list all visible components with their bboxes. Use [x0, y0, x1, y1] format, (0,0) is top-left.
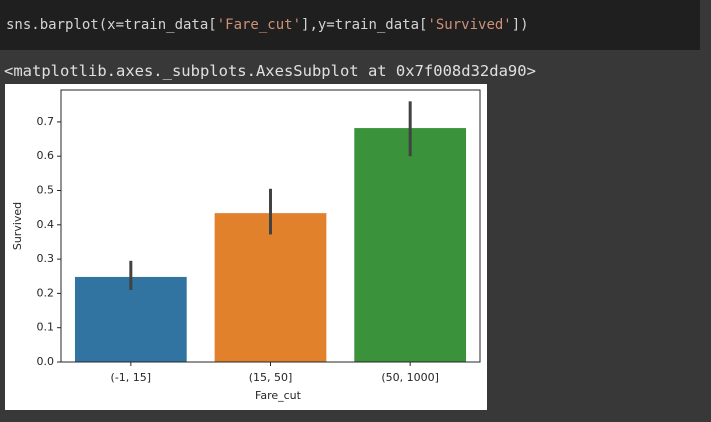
y-tick-label: 0.2	[37, 286, 55, 299]
y-tick-label: 0.3	[37, 252, 55, 265]
output-text: <matplotlib.axes._subplots.AxesSubplot a…	[4, 62, 536, 80]
x-tick-label: (-1, 15]	[111, 371, 152, 384]
x-tick-label: (50, 1000]	[381, 371, 439, 384]
axes-frame	[60, 89, 481, 363]
y-tick-label: 0.0	[37, 355, 55, 368]
code: sns.barplot(x=train_data['Fare_cut'],y=t…	[6, 17, 529, 33]
x-tick-label: (15, 50]	[249, 371, 293, 384]
code-token: sns.barplot(x=train_data[	[6, 17, 217, 33]
y-tick-label: 0.5	[37, 183, 55, 196]
x-axis-label: Fare_cut	[255, 389, 302, 402]
bar	[74, 276, 187, 362]
code-token: ],y=train_data[	[301, 17, 428, 33]
bar	[354, 128, 467, 362]
code-cell[interactable]: sns.barplot(x=train_data['Fare_cut'],y=t…	[0, 0, 700, 50]
y-tick-label: 0.4	[37, 218, 55, 231]
y-tick-label: 0.1	[37, 321, 55, 334]
y-axis-label: Survived	[11, 202, 24, 250]
y-tick-label: 0.6	[37, 149, 55, 162]
bar	[214, 213, 327, 362]
code-token: ])	[511, 17, 529, 33]
code-token: 'Survived'	[427, 17, 512, 33]
y-tick-label: 0.7	[37, 115, 55, 128]
code-token: 'Fare_cut'	[216, 17, 302, 33]
chart: Fare_cut Survived 0.0 0.1 0.2 0.3 0.4 0.5 0.6 0…	[5, 84, 487, 410]
